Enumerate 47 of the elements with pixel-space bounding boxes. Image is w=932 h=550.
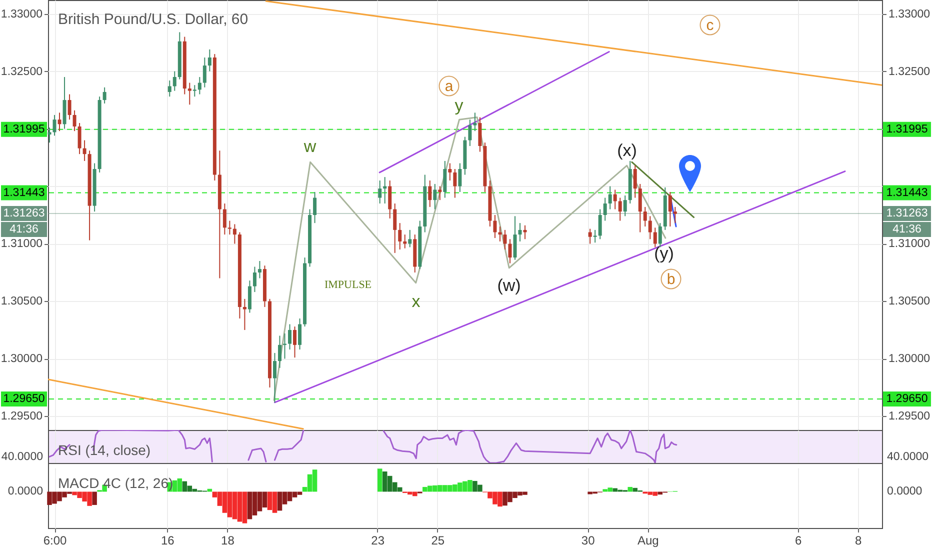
text: 40.0000 [1,451,43,463]
text: 0.0000 [8,486,43,498]
x-tick-label: 30 [581,534,596,548]
ref-line-label: 1.31995 [3,123,45,136]
ref-line-label: 1.31263 [3,208,45,220]
annotation: b [666,271,676,288]
text: 1.29650 [886,392,928,405]
x-tick-label: 25 [431,534,445,548]
y-tick-label: 1.31000 [0,238,42,250]
annotation: IMPULSE [324,279,372,291]
annotation: x [412,292,421,311]
text: 0.0000 [887,486,922,498]
y2-tick-label: 1.29500 [888,410,930,423]
annotation: a [444,78,454,95]
text: 40.0000 [887,451,929,463]
annotation: (w) [497,276,521,295]
text: RSI (14, close) [58,442,151,458]
text: British Pound/U.S. Dollar, 60 [58,11,248,28]
y-tick-label: 1.33000 [0,8,42,20]
text: 41:36 [892,224,922,236]
y-tick-label: 1.30500 [0,296,42,308]
y-tick-label: 1.30000 [0,353,42,366]
annotation: (x) [617,141,637,160]
x-tick-label: 18 [221,534,235,548]
annotation: (y) [654,244,674,263]
annotation: w [302,137,317,156]
ref-line-label: 1.29650 [3,392,45,405]
x-tick-label: 6 [794,534,802,548]
text: 1.31263 [886,208,928,220]
x-tick-label: 6:00 [43,534,68,548]
annotation: c [706,17,714,34]
annotation: y [454,96,464,115]
y-tick-label: 1.29500 [0,410,42,423]
ref-line-label: 1.31443 [3,186,45,199]
text: 1.31443 [886,186,928,199]
x-tick-label: Aug [637,534,659,548]
y2-tick-label: 1.30000 [888,353,930,366]
x-tick-label: 16 [160,534,175,548]
y2-tick-label: 1.31000 [888,238,930,250]
y-tick-label: 1.32500 [0,66,42,78]
x-tick-label: 8 [855,534,862,548]
text: 1.31995 [886,123,928,136]
y2-tick-label: 1.30500 [888,296,930,308]
y2-tick-label: 1.32500 [888,66,930,78]
text: 41:36 [10,224,38,236]
x-tick-label: 23 [371,534,385,548]
y2-tick-label: 1.33000 [888,8,930,20]
